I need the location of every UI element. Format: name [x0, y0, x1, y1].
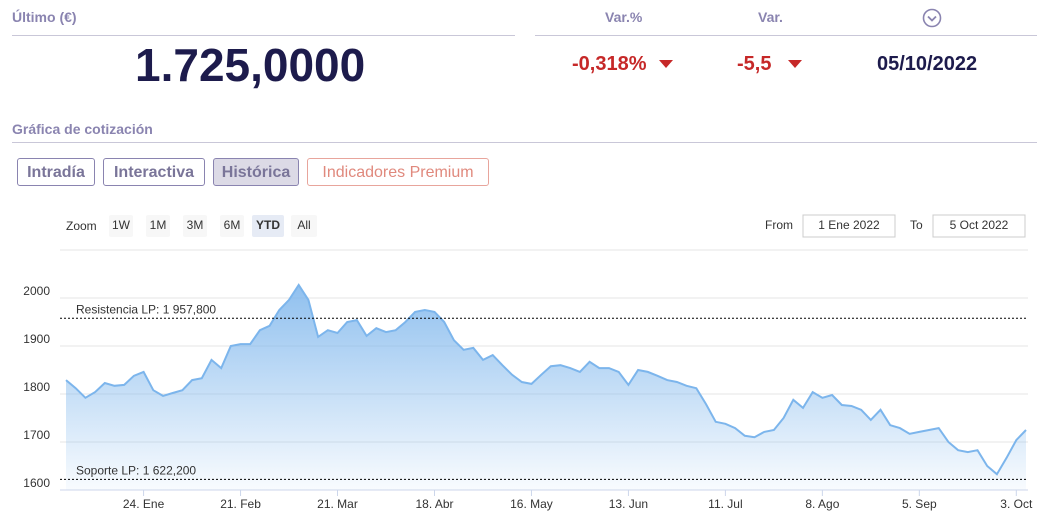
zoom-button-label: YTD: [256, 218, 280, 232]
tab[interactable]: Indicadores Premium: [307, 158, 489, 186]
zoom-button-label: 6M: [224, 218, 241, 232]
x-tick-label: 13. Jun: [609, 497, 648, 511]
area: [66, 285, 1026, 490]
tab[interactable]: Histórica: [213, 158, 299, 186]
date: 05/10/2022: [877, 53, 978, 75]
plot-line-label: Resistencia LP: 1 957,800: [76, 302, 216, 316]
calendar-toggle[interactable]: [922, 8, 942, 28]
y-tick-label: 2000: [23, 284, 50, 298]
zoom-label: Zoom: [66, 219, 97, 233]
x-tick-label: 18. Abr: [415, 497, 453, 511]
line: [65, 283, 1027, 476]
x-tick-label: 3. Oct: [1000, 497, 1033, 511]
to-label: To: [910, 218, 923, 232]
x-tick-label: 16. May: [510, 497, 553, 511]
y-tick-label: 1900: [23, 332, 50, 346]
divider: [12, 35, 515, 36]
tab[interactable]: Interactiva: [103, 158, 205, 186]
zoom-button[interactable]: [220, 215, 244, 237]
x-tick-label: 24. Ene: [123, 497, 165, 511]
tab[interactable]: Intradía: [17, 158, 95, 186]
x-tick-label: 8. Ago: [805, 497, 839, 511]
zoom-button-label: 1M: [150, 218, 167, 232]
from-input[interactable]: [802, 214, 896, 238]
x-tick-label: 21. Feb: [220, 497, 261, 511]
y-tick-label: 1600: [23, 476, 50, 490]
x-tick-label: 21. Mar: [317, 497, 358, 511]
divider: [535, 35, 1037, 36]
var-pct: -0,318%: [572, 53, 647, 75]
x-tick-label: 5. Sep: [902, 497, 937, 511]
down-arrow: [659, 60, 673, 68]
zoom-button[interactable]: [252, 215, 284, 237]
var-label: Var.: [758, 9, 783, 25]
var-pct-label: Var.%: [605, 9, 643, 25]
zoom-button-label: 3M: [187, 218, 204, 232]
var: -5,5: [737, 53, 772, 75]
zoom-button[interactable]: [109, 215, 133, 237]
zoom-button[interactable]: [183, 215, 207, 237]
from-label: From: [765, 218, 793, 232]
zoom-button[interactable]: [291, 215, 317, 237]
zoom-button-label: 1W: [112, 218, 131, 232]
x-tick-label: 11. Jul: [708, 497, 742, 511]
divider: [12, 142, 1037, 143]
zoom-button[interactable]: [146, 215, 170, 237]
from-date: 1 Ene 2022: [818, 218, 880, 232]
y-tick-label: 1800: [23, 380, 50, 394]
to-date: 5 Oct 2022: [950, 218, 1009, 232]
down-arrow: [788, 60, 802, 68]
plot-line-label: Soporte LP: 1 622,200: [76, 464, 196, 478]
y-tick-label: 1700: [23, 428, 50, 442]
last-value: 1.725,0000: [135, 39, 366, 91]
zoom-button-label: All: [297, 218, 310, 232]
section-title: Gráfica de cotización: [12, 121, 153, 137]
to-input[interactable]: [932, 214, 1026, 238]
last-label: Último (€): [12, 9, 77, 25]
